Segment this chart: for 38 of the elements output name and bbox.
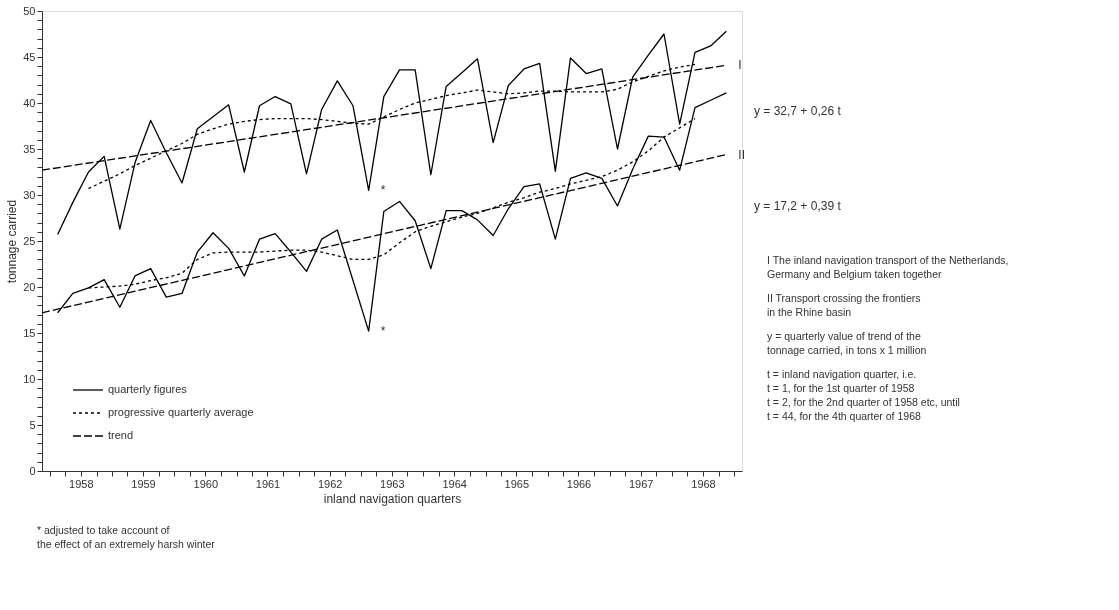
- x-tick-label: 1966: [566, 477, 592, 490]
- legend-label: quarterly figures: [108, 383, 188, 395]
- text: t = inland navigation quarter, i.e. t = 1, for the 1st quarter of 1958 t = 2, for the 2nd quarter of 1958 etc, until t = 44, for the 4th quarter of 1968: [767, 368, 960, 422]
- y-tick-label: 5: [29, 418, 36, 431]
- y-tick-label: 20: [23, 280, 36, 293]
- y-tick-label: 30: [23, 188, 36, 201]
- y-tick-label: 50: [23, 4, 36, 17]
- text: y = 32,7 + 0,26 t: [754, 104, 842, 118]
- text: * adjusted to take account of the effect of an extremely harsh winter: [37, 524, 216, 550]
- legend-label: progressive quarterly average: [108, 406, 254, 418]
- x-tick-label: 1963: [380, 477, 405, 490]
- y-tick-label: 35: [23, 142, 36, 155]
- annotation: II: [738, 147, 745, 162]
- y-axis-title: tonnage carried: [5, 199, 20, 284]
- annotation: I: [738, 58, 742, 73]
- text: y = quarterly value of trend of the tonnage carried, in tons x 1 million: [767, 330, 927, 356]
- y-tick-label: 25: [23, 234, 36, 247]
- x-tick-label: 1959: [131, 477, 156, 490]
- x-tick-label: 1958: [69, 477, 94, 490]
- annotation: *: [380, 324, 386, 339]
- annotation: *: [380, 183, 386, 198]
- x-tick-label: 1962: [317, 477, 343, 490]
- x-tick-label: 1965: [504, 477, 530, 490]
- y-tick-label: 0: [29, 464, 36, 477]
- y-tick-label: 15: [23, 326, 36, 339]
- x-tick-label: 1968: [691, 477, 716, 490]
- text: II Transport crossing the frontiers in the Rhine basin: [767, 292, 921, 318]
- legend-label: trend: [108, 429, 134, 441]
- x-tick-label: 1960: [193, 477, 219, 490]
- x-tick-label: 1967: [628, 477, 654, 490]
- text: I The inland navigation transport of the Netherlands, Germany and Belgium taken together: [767, 254, 1009, 280]
- text: y = 17,2 + 0,39 t: [754, 199, 842, 213]
- x-tick-label: 1961: [255, 477, 281, 490]
- y-tick-label: 40: [23, 96, 36, 109]
- x-tick-label: 1964: [442, 477, 467, 490]
- y-tick-label: 10: [23, 372, 36, 385]
- x-axis-title: inland navigation quarters: [323, 491, 462, 506]
- y-tick-label: 45: [23, 50, 36, 63]
